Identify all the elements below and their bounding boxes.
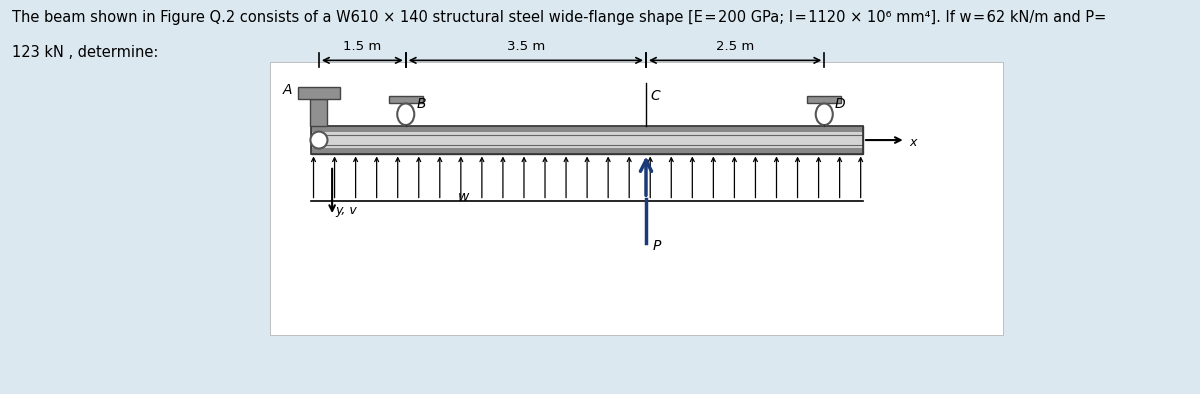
Text: A: A [282, 84, 292, 97]
Ellipse shape [816, 104, 833, 125]
Text: P: P [653, 239, 660, 253]
Text: B: B [416, 97, 426, 111]
FancyBboxPatch shape [270, 62, 1002, 335]
Circle shape [311, 132, 328, 149]
Ellipse shape [397, 104, 414, 125]
FancyBboxPatch shape [298, 87, 341, 99]
Bar [311, 99, 328, 126]
Text: 123 kN , determine:: 123 kN , determine: [12, 45, 158, 60]
Bar [311, 148, 863, 154]
Text: D: D [835, 97, 846, 111]
Text: 3.5 m: 3.5 m [506, 40, 545, 53]
Text: x: x [910, 136, 917, 149]
Bar [311, 126, 863, 132]
Bar [808, 96, 841, 104]
Text: y, v: y, v [335, 204, 356, 217]
Text: The beam shown in Figure Q.2 consists of a W610 × 140 structural steel wide-flan: The beam shown in Figure Q.2 consists of… [12, 10, 1106, 25]
Bar [389, 96, 422, 104]
Text: 2.5 m: 2.5 m [716, 40, 755, 53]
Text: w: w [457, 190, 469, 204]
Bar [311, 126, 863, 154]
Text: C: C [650, 89, 660, 103]
Text: 1.5 m: 1.5 m [343, 40, 382, 53]
Bar [311, 126, 863, 154]
